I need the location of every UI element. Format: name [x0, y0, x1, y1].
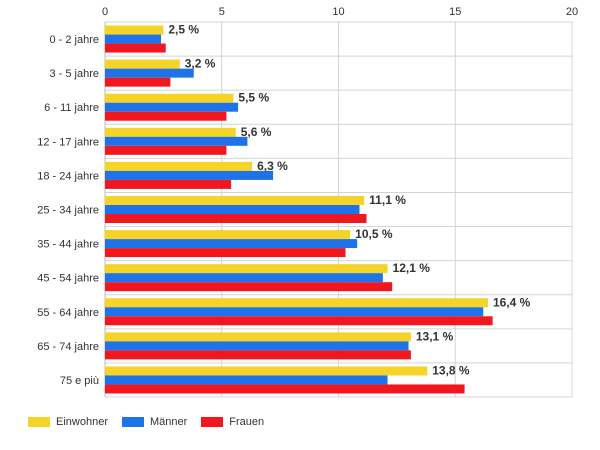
legend-swatch-frauen: [201, 417, 224, 427]
bar-einwohner: [105, 264, 388, 274]
legend-label-maenner: Männer: [149, 416, 188, 428]
data-label: 3,2 %: [185, 57, 216, 71]
bar-frauen: [105, 77, 171, 87]
category-label: 65 - 74 jahre: [37, 341, 99, 353]
category-label: 12 - 17 jahre: [37, 136, 99, 148]
bar-einwohner: [105, 366, 428, 376]
data-label: 10,5 %: [355, 227, 393, 241]
bar-mnner: [105, 34, 162, 44]
legend-swatch-maenner: [121, 417, 144, 427]
category-label: 35 - 44 jahre: [37, 239, 99, 251]
category-label: 75 e più: [60, 375, 99, 387]
bar-mnner: [105, 170, 274, 180]
x-tick-label: 0: [102, 6, 108, 18]
category-label: 45 - 54 jahre: [37, 273, 99, 285]
category-label: 3 - 5 jahre: [49, 68, 99, 80]
x-tick-label: 10: [332, 6, 344, 18]
bar-frauen: [105, 214, 367, 223]
bar-frauen: [105, 179, 232, 189]
category-label: 6 - 11 jahre: [44, 102, 99, 114]
data-label: 5,6 %: [241, 125, 272, 139]
bar-einwohner: [105, 25, 164, 35]
legend-swatch-einwohner: [28, 417, 50, 427]
bar-mnner: [105, 375, 388, 385]
bar-einwohner: [105, 161, 253, 171]
bar-einwohner: [105, 298, 488, 308]
category-label: 0 - 2 jahre: [49, 34, 99, 46]
bar-einwohner: [105, 332, 411, 342]
legend-label-einwohner: Einwohner: [56, 416, 108, 428]
data-label: 5,5 %: [238, 91, 269, 105]
category-label: 18 - 24 jahre: [37, 170, 99, 182]
bar-frauen: [105, 350, 411, 360]
data-label: 13,1 %: [416, 329, 454, 343]
bar-einwohner: [105, 59, 180, 69]
data-label: 12,1 %: [393, 261, 431, 275]
bar-mnner: [105, 205, 360, 214]
data-label: 16,4 %: [493, 295, 531, 309]
bar-frauen: [105, 384, 465, 394]
bar-mnner: [105, 307, 484, 317]
bar-mnner: [105, 341, 409, 351]
data-label: 11,1 %: [369, 193, 406, 207]
legend: Einwohner Männer Frauen: [28, 416, 278, 428]
bar-chart: 0 5 10 15 20 0 - 2 jahre 2,5 % 3 - 5 jahre 3,2 %…: [37, 6, 578, 398]
bar-frauen: [105, 111, 227, 121]
category-label: 25 - 34 jahre: [37, 205, 99, 217]
data-label: 2,5 %: [168, 23, 199, 37]
bar-einwohner: [105, 196, 365, 205]
bar-einwohner: [105, 230, 351, 240]
legend-item-maenner: Männer: [121, 416, 188, 428]
bar-frauen: [105, 145, 227, 155]
x-tick-label: 5: [219, 6, 225, 18]
category-label: 55 - 64 jahre: [37, 307, 99, 319]
bar-frauen: [105, 248, 346, 258]
bar-mnner: [105, 102, 239, 112]
legend-item-einwohner: Einwohner: [28, 416, 108, 428]
bar-einwohner: [105, 93, 234, 103]
x-tick-label: 20: [566, 6, 578, 18]
bar-mnner: [105, 273, 383, 283]
bar-mnner: [105, 239, 358, 249]
bar-frauen: [105, 316, 493, 326]
legend-label-frauen: Frauen: [229, 416, 265, 428]
x-tick-label: 15: [449, 6, 461, 18]
data-label: 6,3 %: [257, 159, 288, 173]
bar-mnner: [105, 68, 194, 78]
bar-mnner: [105, 136, 248, 146]
bar-frauen: [105, 282, 393, 292]
data-label: 13,8 %: [432, 363, 470, 377]
legend-item-frauen: Frauen: [201, 416, 264, 428]
bar-frauen: [105, 43, 166, 53]
bar-einwohner: [105, 127, 236, 137]
